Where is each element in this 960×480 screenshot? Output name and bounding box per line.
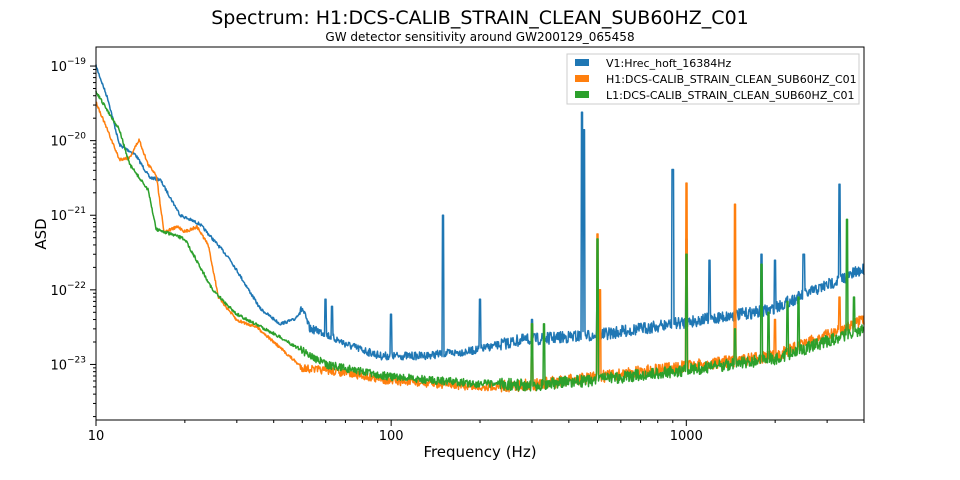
series-line-h1: [95, 101, 865, 393]
x-tick-label: 1000: [670, 429, 703, 444]
legend-box: [566, 53, 860, 105]
series-line-v1: [95, 64, 865, 361]
y-tick-label: 10−20: [50, 132, 86, 150]
legend-label-v1: V1:Hrec_hoft_16384Hz: [606, 57, 732, 70]
chart-subtitle: GW detector sensitivity around GW200129_…: [325, 30, 635, 44]
series-line-l1: [95, 90, 865, 392]
series-layer: [95, 64, 865, 393]
legend-swatch-h1: [575, 75, 589, 82]
y-tick-label: 10−22: [50, 281, 86, 299]
axis-ticks: 10 100 1000 10−19 10−20 10−21 10−22 10−23: [50, 57, 865, 444]
x-tick-label: 100: [379, 429, 404, 444]
y-tick-label: 10−23: [50, 355, 86, 373]
chart-title: Spectrum: H1:DCS-CALIB_STRAIN_CLEAN_SUB6…: [211, 7, 749, 29]
x-axis-label: Frequency (Hz): [423, 443, 536, 461]
legend: V1:Hrec_hoft_16384Hz H1:DCS-CALIB_STRAIN…: [566, 53, 860, 105]
y-axis-label: ASD: [32, 218, 50, 249]
y-tick-label: 10−21: [50, 206, 86, 224]
y-tick-label: 10−19: [50, 57, 86, 75]
legend-swatch-v1: [575, 59, 589, 66]
x-tick-label: 10: [88, 429, 105, 444]
legend-swatch-l1: [575, 91, 589, 98]
legend-label-l1: L1:DCS-CALIB_STRAIN_CLEAN_SUB60HZ_C01: [606, 89, 855, 102]
legend-label-h1: H1:DCS-CALIB_STRAIN_CLEAN_SUB60HZ_C01: [606, 73, 857, 86]
